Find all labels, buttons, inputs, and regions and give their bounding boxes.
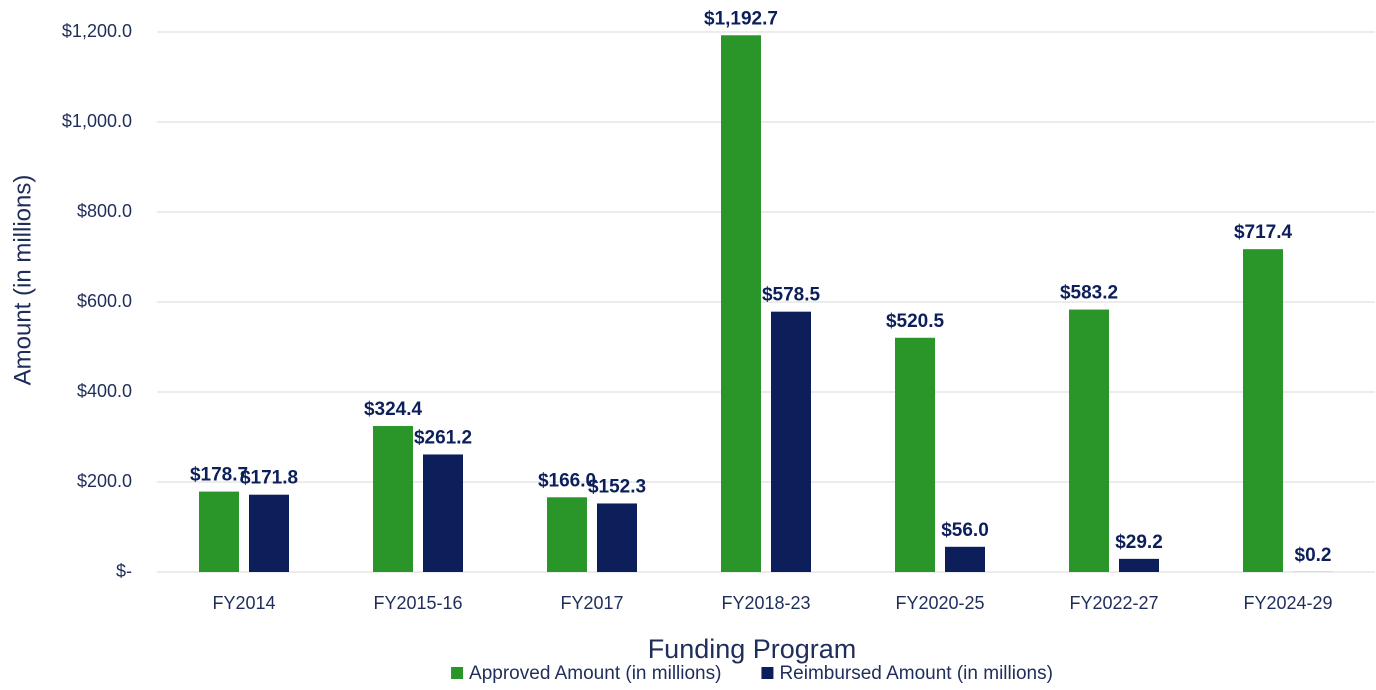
x-tick-label: FY2017 [560,593,623,613]
bar [1069,310,1109,572]
x-tick-label: FY2015-16 [373,593,462,613]
legend-label: Reimbursed Amount (in millions) [779,663,1053,684]
y-tick-label: $400.0 [77,381,132,401]
bar [249,495,289,572]
x-tick-label: FY2014 [212,593,275,613]
value-label: $171.8 [240,468,298,489]
bar [199,492,239,572]
value-label: $1,192.7 [704,8,778,29]
value-label: $324.4 [364,399,423,420]
bar [423,454,463,572]
y-axis-title: Amount (in millions) [9,175,36,386]
value-label: $56.0 [941,520,989,541]
legend-swatch [451,667,463,679]
bar [895,338,935,572]
bar [945,547,985,572]
bar [721,35,761,572]
y-tick-label: $200.0 [77,471,132,491]
bar [597,503,637,572]
x-tick-label: FY2022-27 [1069,593,1158,613]
value-label: $261.2 [414,427,472,448]
legend-swatch [761,667,773,679]
legend-label: Approved Amount (in millions) [469,663,721,684]
bar [373,426,413,572]
value-label: $717.4 [1234,222,1293,243]
x-axis-title: Funding Program [648,634,857,664]
x-tick-label: FY2018-23 [721,593,810,613]
y-tick-label: $1,200.0 [62,21,132,41]
y-tick-label: $600.0 [77,291,132,311]
bar [1243,249,1283,572]
bar [547,497,587,572]
y-tick-label: $800.0 [77,201,132,221]
value-label: $578.5 [762,285,821,306]
value-label: $0.2 [1295,545,1332,566]
y-tick-label: $- [116,561,132,581]
value-label: $152.3 [588,476,646,497]
value-label: $520.5 [886,311,945,332]
x-tick-label: FY2024-29 [1243,593,1332,613]
value-label: $583.2 [1060,283,1118,304]
bar [771,312,811,572]
value-label: $29.2 [1115,532,1163,553]
bar [1119,559,1159,572]
x-tick-label: FY2020-25 [895,593,984,613]
y-tick-label: $1,000.0 [62,111,132,131]
